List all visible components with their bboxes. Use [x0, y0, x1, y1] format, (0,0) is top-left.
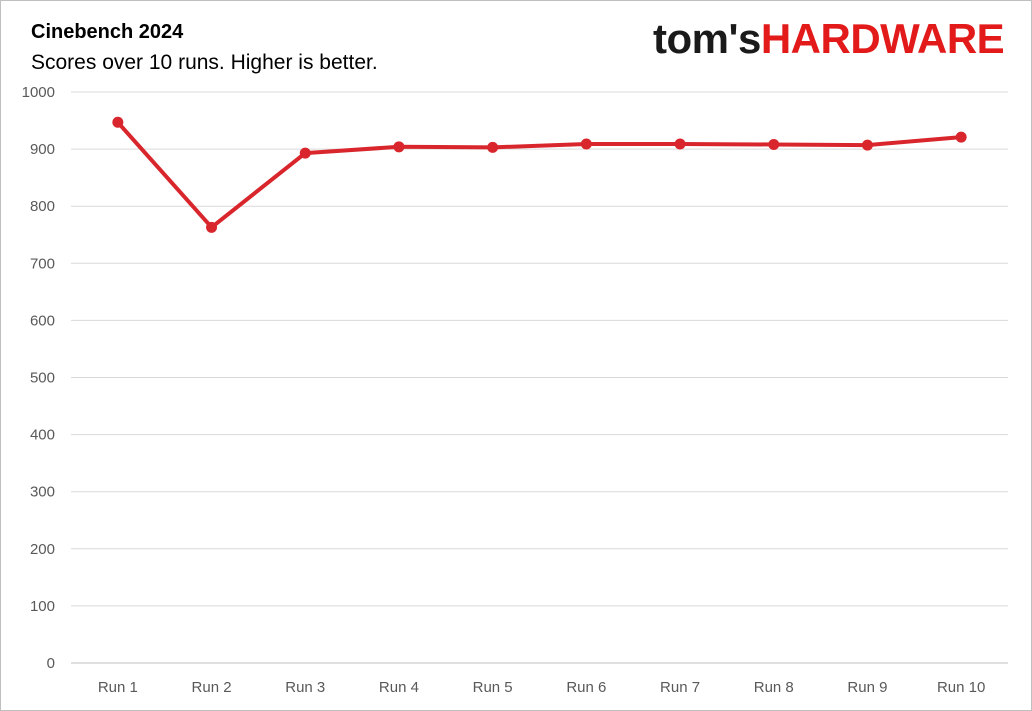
data-point-marker — [674, 138, 686, 150]
y-tick-label: 1000 — [22, 84, 55, 101]
data-point-marker — [206, 221, 218, 233]
data-point-marker — [112, 116, 124, 128]
y-tick-label: 300 — [30, 484, 55, 501]
y-tick-label: 0 — [47, 655, 55, 672]
x-axis-ticks: Run 1 Run 2 Run 3 Run 4 Run 5 Run 6 Run 7 Run 8… — [98, 679, 986, 696]
series-line — [115, 120, 964, 230]
x-tick-label: Run 5 — [473, 679, 513, 696]
logo-toms: tom's — [653, 15, 761, 62]
data-point-marker — [580, 138, 592, 150]
data-point-marker — [768, 139, 780, 151]
chart-title: Cinebench 2024 — [31, 21, 184, 43]
data-point-marker — [955, 131, 967, 143]
y-tick-label: 400 — [30, 427, 55, 444]
toms-hardware-logo: tom'sHARDWARE — [653, 15, 1005, 62]
data-point-marker — [861, 139, 873, 151]
x-tick-label: Run 2 — [192, 679, 232, 696]
y-tick-label: 500 — [30, 370, 55, 387]
chart-subtitle: Scores over 10 runs. Higher is better. — [31, 51, 378, 74]
x-tick-label: Run 4 — [379, 679, 419, 696]
x-tick-label: Run 6 — [566, 679, 606, 696]
y-tick-label: 600 — [30, 312, 55, 329]
data-point-marker — [299, 147, 311, 159]
x-tick-label: Run 1 — [98, 679, 138, 696]
gridlines — [71, 91, 1008, 664]
x-tick-label: Run 8 — [754, 679, 794, 696]
data-point-marker — [487, 141, 499, 153]
y-tick-label: 800 — [30, 198, 55, 215]
y-tick-label: 900 — [30, 141, 55, 158]
y-axis-ticks: 0 100 200 300 400 500 600 700 800 900 1000 — [22, 84, 55, 672]
y-tick-label: 200 — [30, 541, 55, 558]
x-tick-label: Run 9 — [847, 679, 887, 696]
x-tick-label: Run 3 — [285, 679, 325, 696]
logo-hardware: HARDWARE — [760, 15, 1005, 62]
y-tick-label: 100 — [30, 598, 55, 615]
x-tick-label: Run 7 — [660, 679, 700, 696]
data-point-marker — [393, 141, 405, 153]
x-tick-label: Run 10 — [937, 679, 985, 696]
series-layer — [112, 116, 967, 233]
y-tick-label: 700 — [30, 255, 55, 272]
